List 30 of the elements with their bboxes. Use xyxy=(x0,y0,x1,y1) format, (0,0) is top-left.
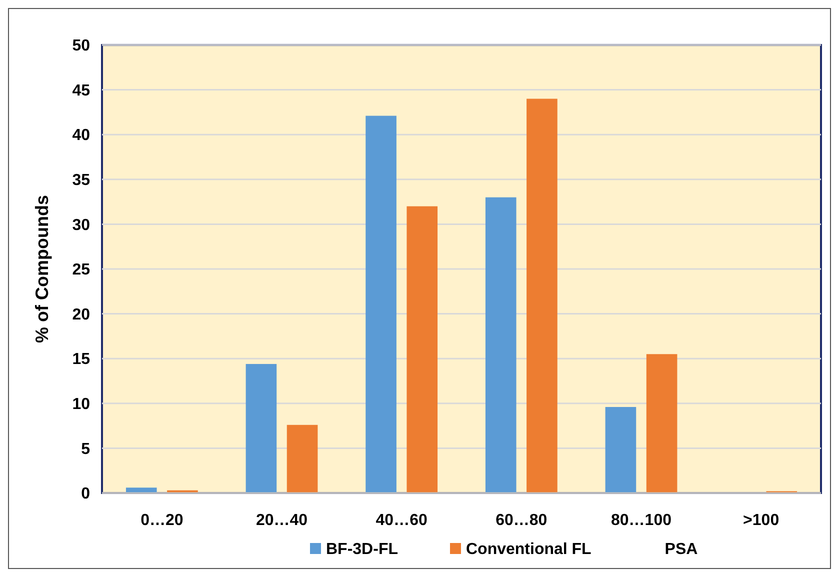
y-tick-label: 40 xyxy=(72,127,90,144)
y-tick-label: 25 xyxy=(72,262,90,279)
y-tick-label: 20 xyxy=(72,306,90,324)
legend-label: BF-3D-FL xyxy=(326,541,398,558)
y-tick-label: 15 xyxy=(72,351,90,368)
bar xyxy=(366,116,396,493)
x-tick-label: 40…60 xyxy=(376,512,428,529)
bar xyxy=(605,406,636,493)
bar xyxy=(126,488,157,493)
bar xyxy=(646,354,678,493)
y-axis-title: % of Compounds xyxy=(32,195,52,343)
bar xyxy=(406,206,438,493)
y-tick-label: 5 xyxy=(81,440,90,458)
x-tick-label: 20…40 xyxy=(256,512,308,529)
y-tick-label: 45 xyxy=(72,82,90,100)
y-tick-label: 50 xyxy=(72,38,90,55)
y-tick-label: 0 xyxy=(81,486,90,503)
y-tick-label: 10 xyxy=(72,396,90,413)
x-axis-title: PSA xyxy=(664,541,698,558)
x-tick-label: 60…80 xyxy=(496,512,548,529)
bar xyxy=(485,197,516,493)
x-tick-label: >100 xyxy=(743,512,780,529)
legend-label: Conventional FL xyxy=(466,541,592,558)
bar xyxy=(526,98,558,493)
x-tick-label: 80…100 xyxy=(611,512,672,529)
y-tick-label: 35 xyxy=(72,172,90,189)
x-tick-label: 0…20 xyxy=(140,512,184,529)
y-tick-label: 30 xyxy=(72,216,90,234)
bar xyxy=(286,424,318,493)
bar xyxy=(246,364,277,493)
